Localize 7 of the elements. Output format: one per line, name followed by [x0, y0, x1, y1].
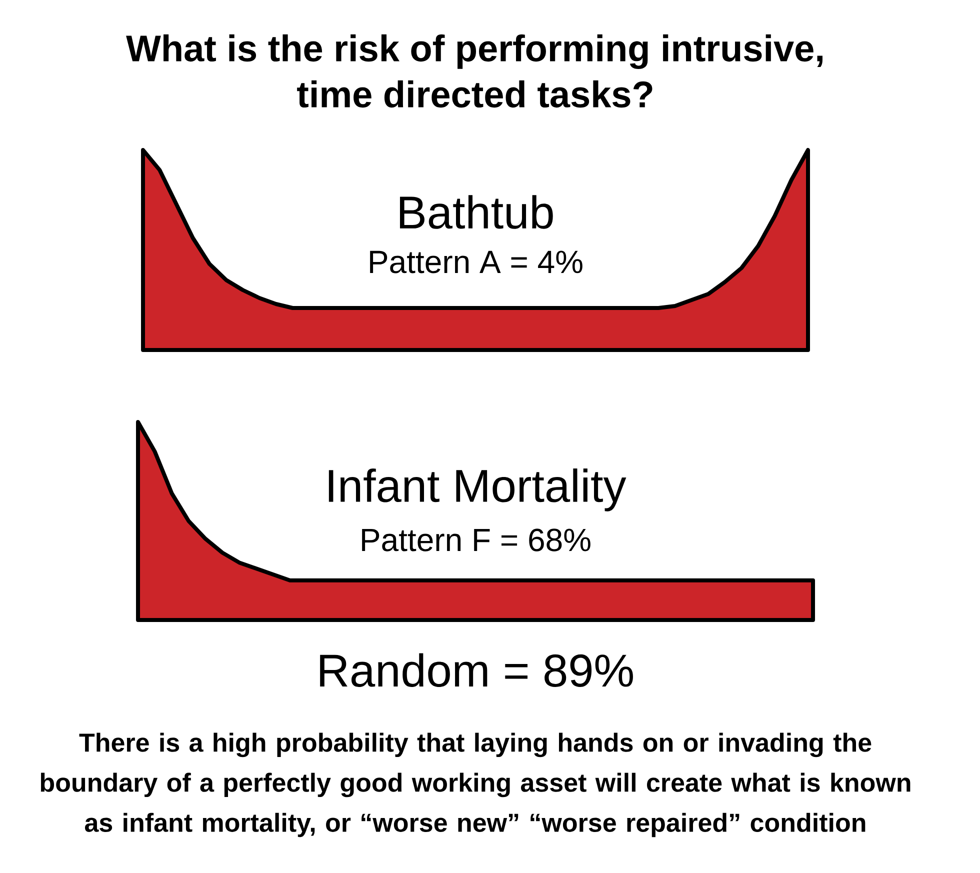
series-label: Bathtub	[400, 195, 553, 229]
chart-title: What is the risk of performing intrusive, time directed tasks?	[126, 34, 822, 108]
annotation: Pattern F = 68%	[362, 528, 590, 552]
series-label: Infant Mortality	[328, 468, 626, 512]
text: Random = 89%	[320, 653, 633, 687]
text: There is a high probability that laying hands on or invading the boundary of a perfectly good working asset will create what is known as infant mortality, or “worse new” “worse repaired” condition	[40, 732, 910, 838]
annotation: Pattern A = 4%	[370, 250, 582, 274]
